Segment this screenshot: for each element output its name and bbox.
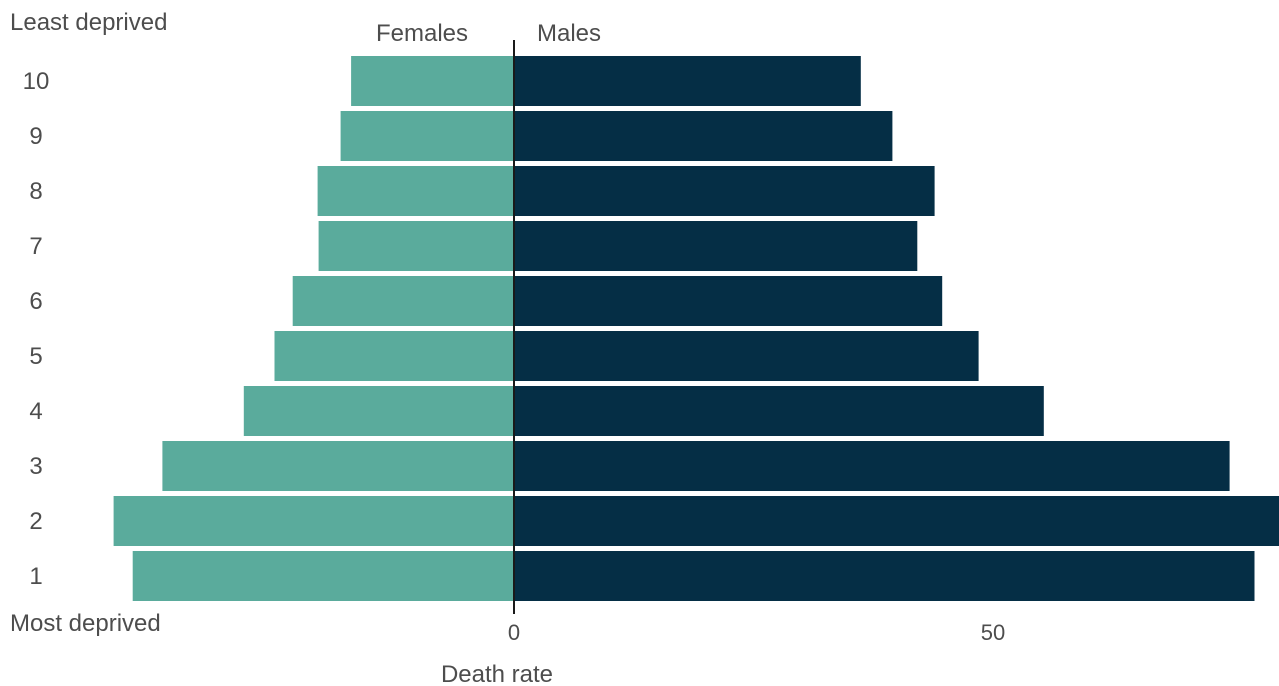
bar-females-decile-8 bbox=[317, 166, 514, 216]
bar-females-decile-7 bbox=[318, 221, 514, 271]
decile-label-9: 9 bbox=[29, 123, 42, 150]
bar-males-decile-2 bbox=[514, 496, 1279, 546]
bar-females-decile-2 bbox=[113, 496, 514, 546]
decile-label-2: 2 bbox=[29, 508, 42, 535]
bars-group bbox=[113, 56, 1279, 601]
decile-label-6: 6 bbox=[29, 288, 42, 315]
bar-males-decile-3 bbox=[514, 441, 1230, 491]
bar-females-decile-5 bbox=[274, 331, 514, 381]
bar-females-decile-6 bbox=[292, 276, 514, 326]
legend-females-label: Females bbox=[376, 20, 468, 47]
bar-males-decile-9 bbox=[514, 111, 893, 161]
bar-females-decile-4 bbox=[243, 386, 515, 436]
legend-males-label: Males bbox=[537, 20, 601, 47]
bar-males-decile-6 bbox=[514, 276, 943, 326]
decile-label-3: 3 bbox=[29, 453, 42, 480]
bar-females-decile-3 bbox=[162, 441, 514, 491]
decile-labels-group: 10 9 8 7 6 5 4 3 2 1 bbox=[23, 68, 50, 590]
x-axis-label: Death rate bbox=[441, 661, 553, 686]
most-deprived-label: Most deprived bbox=[10, 610, 161, 637]
bar-males-decile-8 bbox=[514, 166, 935, 216]
decile-label-5: 5 bbox=[29, 343, 42, 370]
decile-label-8: 8 bbox=[29, 178, 42, 205]
decile-label-10: 10 bbox=[23, 68, 50, 95]
bar-males-decile-4 bbox=[514, 386, 1044, 436]
bar-males-decile-5 bbox=[514, 331, 979, 381]
decile-label-7: 7 bbox=[29, 233, 42, 260]
bar-males-decile-10 bbox=[514, 56, 861, 106]
decile-label-1: 1 bbox=[29, 563, 42, 590]
bar-females-decile-9 bbox=[340, 111, 514, 161]
x-tick-label-50: 50 bbox=[981, 620, 1005, 645]
bar-males-decile-1 bbox=[514, 551, 1255, 601]
bar-females-decile-10 bbox=[351, 56, 514, 106]
least-deprived-label: Least deprived bbox=[10, 9, 167, 36]
bar-females-decile-1 bbox=[132, 551, 514, 601]
x-ticks-group: 0 50 bbox=[508, 620, 1005, 645]
x-tick-label-0: 0 bbox=[508, 620, 520, 645]
bar-males-decile-7 bbox=[514, 221, 918, 271]
decile-label-4: 4 bbox=[29, 398, 42, 425]
